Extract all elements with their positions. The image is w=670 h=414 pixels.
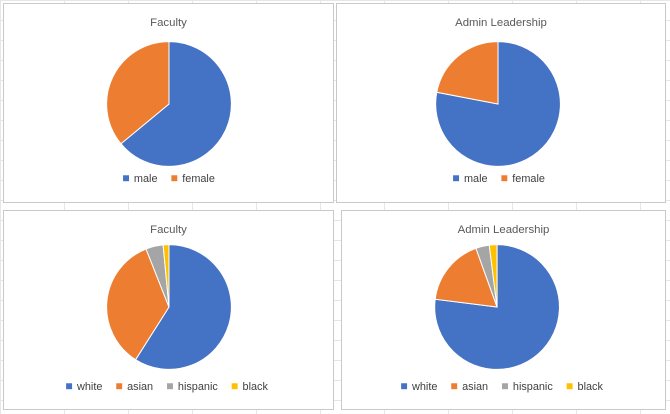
chart-title: Faculty <box>150 17 187 29</box>
legend-item-asian: asian <box>451 381 488 393</box>
legend-label: black <box>578 381 604 393</box>
legend: white asian hispanic black <box>401 381 604 393</box>
legend-swatch <box>116 383 123 390</box>
chart-panel-admin-ethnicity: Admin Leadership white asian hispanic black <box>341 210 666 410</box>
legend-label: hispanic <box>513 381 553 393</box>
legend-label: hispanic <box>178 381 218 393</box>
legend-item-black: black <box>566 381 604 393</box>
legend-label: female <box>182 173 215 185</box>
pie-slices <box>106 244 232 370</box>
legend-item-male: male <box>123 173 158 185</box>
chart-panel-admin-gender: Admin Leadership male female <box>336 3 666 203</box>
legend-swatch <box>566 383 573 390</box>
legend-swatch <box>501 175 508 182</box>
pie-slices <box>106 41 232 167</box>
legend-label: asian <box>462 381 488 393</box>
legend-swatch <box>171 175 178 182</box>
chart-title: Faculty <box>150 224 187 236</box>
pie-chart: Faculty male female <box>106 17 232 185</box>
legend: white asian hispanic black <box>66 381 269 393</box>
legend-label: white <box>76 381 102 393</box>
legend: male female <box>123 173 215 185</box>
pie-slices <box>435 41 561 167</box>
legend-swatch <box>123 175 129 182</box>
pie-slice-male <box>120 41 232 167</box>
legend-label: black <box>243 381 269 393</box>
chart-title: Admin Leadership <box>458 224 550 236</box>
legend-item-white: white <box>66 381 102 393</box>
legend-item-male: male <box>453 173 488 185</box>
legend-item-female: female <box>501 173 545 185</box>
pie-slices <box>434 244 560 370</box>
chart-panel-faculty-gender: Faculty male female <box>3 3 334 203</box>
pie-slice-black <box>162 244 170 308</box>
legend: male female <box>453 173 545 185</box>
legend-item-black: black <box>231 381 269 393</box>
pie-slice-asian <box>434 247 498 308</box>
legend-label: male <box>464 173 488 185</box>
pie-chart: Admin Leadership male female <box>435 17 561 185</box>
legend-swatch <box>66 383 73 390</box>
pie-slice-white <box>134 244 232 370</box>
legend-swatch <box>167 383 173 390</box>
legend-item-asian: asian <box>116 381 153 393</box>
legend-swatch <box>451 383 458 390</box>
legend-label: male <box>134 173 158 185</box>
legend-swatch <box>502 383 508 390</box>
pie-slice-asian <box>106 248 170 361</box>
legend-label: female <box>512 173 545 185</box>
chart-panel-faculty-ethnicity: Faculty white asian hispanic black <box>3 210 334 410</box>
pie-slice-female <box>106 41 170 145</box>
legend-item-white: white <box>401 381 437 393</box>
legend-label: asian <box>127 381 153 393</box>
legend-label: white <box>411 381 437 393</box>
chart-title: Admin Leadership <box>455 17 547 29</box>
pie-slice-female <box>436 41 499 105</box>
legend-swatch <box>231 383 238 390</box>
legend-item-hispanic: hispanic <box>167 381 218 393</box>
legend-swatch <box>401 383 408 390</box>
pie-chart: Faculty white asian hispanic black <box>66 224 269 393</box>
legend-swatch <box>453 175 460 182</box>
legend-item-female: female <box>171 173 215 185</box>
pie-chart: Admin Leadership white asian hispanic black <box>401 224 604 393</box>
pie-slice-black <box>488 244 498 308</box>
legend-item-hispanic: hispanic <box>502 381 553 393</box>
